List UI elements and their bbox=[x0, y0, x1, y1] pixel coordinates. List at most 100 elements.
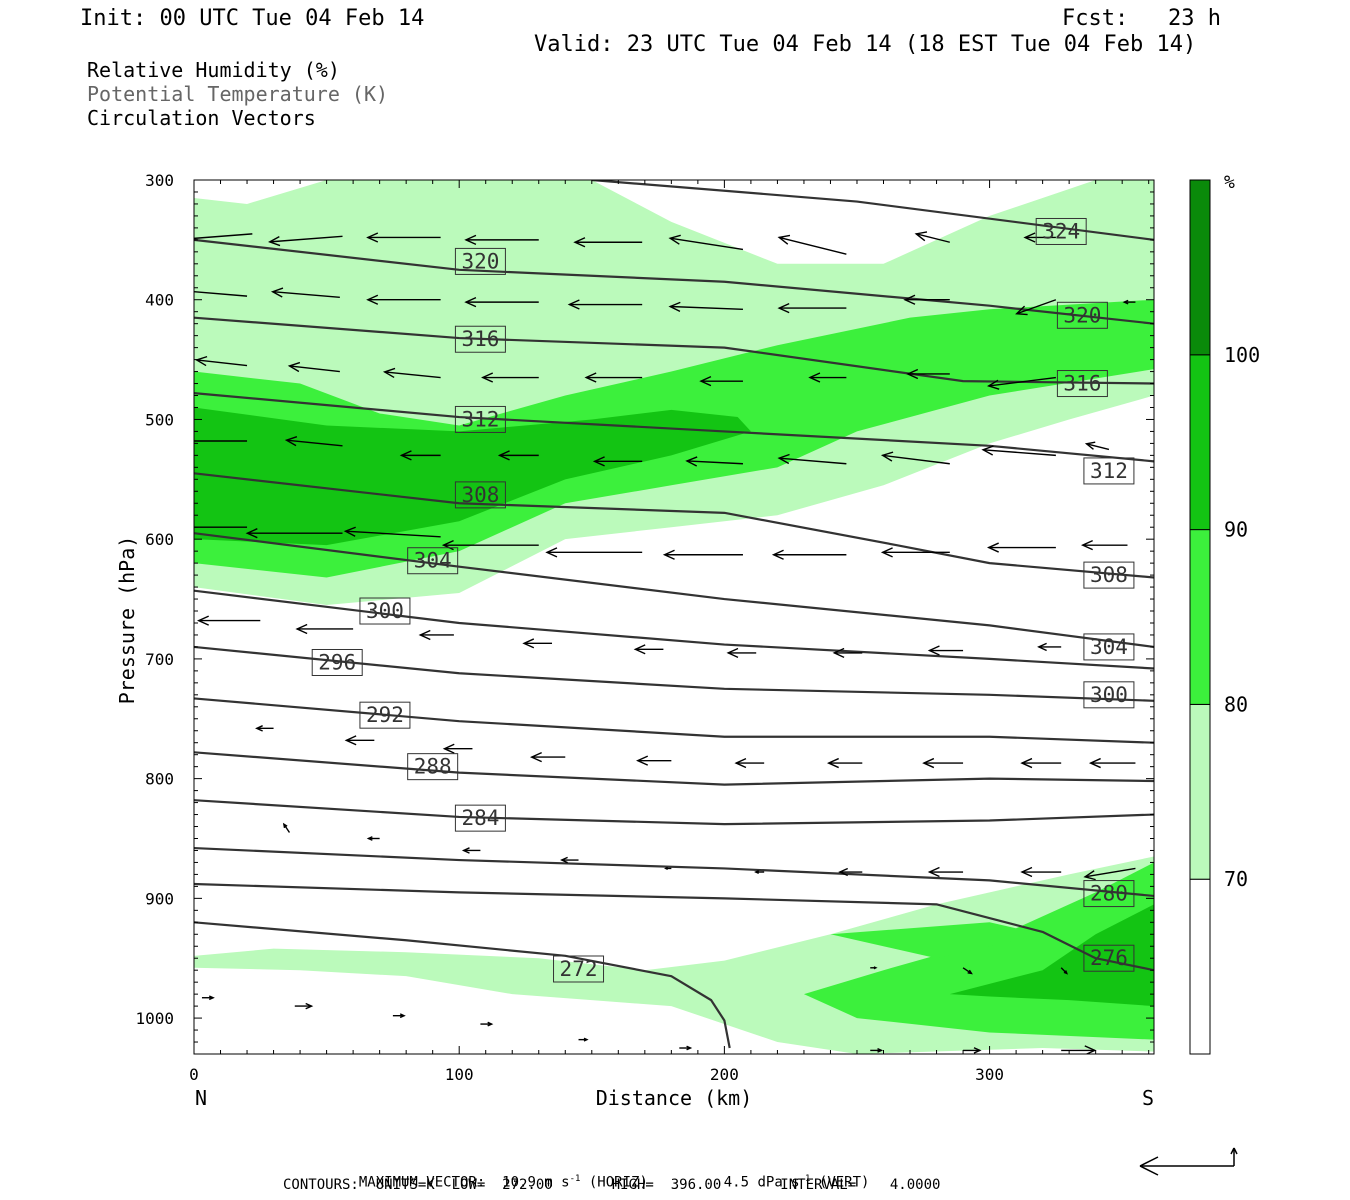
colorbar-label-100: 100 bbox=[1224, 343, 1260, 367]
vector-21 bbox=[382, 367, 441, 379]
rh-region-5 bbox=[830, 922, 1043, 959]
theta-contour-320 bbox=[194, 238, 1154, 325]
south-label: S bbox=[1142, 1086, 1154, 1110]
colorbar-unit: % bbox=[1224, 172, 1235, 193]
contour-label-320: 320 bbox=[1056, 301, 1108, 329]
theta-contours bbox=[194, 180, 1154, 1049]
theta-contour-304 bbox=[194, 532, 1154, 649]
colorbar-label-70: 70 bbox=[1224, 867, 1248, 891]
theta-contour-284 bbox=[194, 799, 1154, 826]
contour-label-288: 288 bbox=[407, 753, 459, 781]
vert-max-value: 4.5 dPa s bbox=[723, 1174, 800, 1191]
vector-52 bbox=[633, 644, 664, 655]
vector-13 bbox=[567, 299, 643, 310]
rh-shading bbox=[194, 180, 1154, 1054]
svg-text:316: 316 bbox=[1063, 372, 1101, 396]
vector-33 bbox=[685, 456, 743, 467]
contour-label-308: 308 bbox=[1083, 561, 1135, 589]
field-label-vectors: Circulation Vectors bbox=[87, 106, 316, 130]
vector-28 bbox=[194, 440, 248, 442]
svg-text:300: 300 bbox=[366, 599, 404, 623]
vector-10 bbox=[270, 287, 340, 299]
vector-18 bbox=[1122, 299, 1136, 305]
vector-70 bbox=[560, 856, 579, 864]
vector-32 bbox=[592, 456, 643, 467]
max-vector-label: MAXIMUM VECTOR: bbox=[358, 1174, 486, 1191]
y-tick-500: 500 bbox=[145, 410, 174, 429]
theta-contour-280 bbox=[194, 846, 1154, 898]
vector-24 bbox=[699, 376, 743, 387]
vector-59 bbox=[442, 743, 473, 754]
svg-text:284: 284 bbox=[461, 806, 499, 830]
y-tick-800: 800 bbox=[145, 770, 174, 789]
vector-78 bbox=[962, 967, 973, 975]
vector-56 bbox=[1037, 642, 1062, 652]
vector-71 bbox=[664, 866, 672, 870]
vector-54 bbox=[832, 647, 863, 658]
theta-contour-276 bbox=[194, 882, 1154, 972]
contour-label-276: 276 bbox=[1083, 944, 1135, 972]
contour-label-300: 300 bbox=[359, 597, 411, 625]
rh-region-2 bbox=[194, 407, 751, 546]
vector-36 bbox=[981, 445, 1056, 457]
colorbar-label-80: 80 bbox=[1224, 692, 1248, 716]
vector-8 bbox=[1023, 232, 1056, 243]
colorbar-segment-4 bbox=[1189, 179, 1211, 356]
vector-30 bbox=[399, 450, 441, 461]
rh-region-6 bbox=[949, 904, 1154, 1007]
vector-58 bbox=[344, 735, 375, 746]
theta-contour-288 bbox=[194, 751, 1154, 786]
contour-label-316: 316 bbox=[454, 325, 506, 353]
svg-text:288: 288 bbox=[414, 755, 452, 779]
horiz-max-value: 10.9 m s bbox=[502, 1174, 570, 1191]
vert-unit: (VERT) bbox=[818, 1174, 870, 1191]
x-tick-300: 300 bbox=[975, 1065, 1004, 1084]
colorbar: 70 80 90 100% bbox=[1189, 172, 1260, 1055]
vector-72 bbox=[754, 870, 765, 874]
svg-text:272: 272 bbox=[560, 957, 598, 981]
vert-exponent: -1 bbox=[799, 1174, 811, 1184]
theta-contour-272 bbox=[194, 921, 731, 1049]
vector-11 bbox=[366, 294, 441, 305]
vector-67 bbox=[282, 822, 291, 833]
theta-contour-292 bbox=[194, 697, 1154, 744]
svg-text:280: 280 bbox=[1090, 882, 1128, 906]
vector-40 bbox=[343, 526, 441, 538]
horiz-unit: (HORIZ) bbox=[588, 1174, 648, 1191]
vector-80 bbox=[201, 995, 215, 1001]
theta-contour-312 bbox=[194, 392, 1154, 463]
vector-14 bbox=[668, 301, 743, 313]
colorbar-segment-2 bbox=[1189, 529, 1211, 705]
vector-27 bbox=[986, 376, 1056, 390]
contour-label-280: 280 bbox=[1083, 880, 1135, 908]
vector-51 bbox=[522, 638, 553, 649]
svg-text:308: 308 bbox=[461, 483, 499, 507]
theta-contour-308 bbox=[194, 472, 1154, 579]
vector-48 bbox=[196, 615, 261, 626]
contour-label-320: 320 bbox=[454, 247, 506, 275]
valid-time: Valid: 23 UTC Tue 04 Feb 14 (18 EST Tue … bbox=[534, 32, 1197, 57]
vector-46 bbox=[986, 542, 1056, 553]
svg-text:312: 312 bbox=[461, 407, 499, 431]
x-tick-0: 0 bbox=[189, 1065, 199, 1084]
vector-12 bbox=[464, 296, 539, 308]
north-label: N bbox=[195, 1086, 207, 1110]
vector-77 bbox=[870, 966, 878, 970]
svg-text:296: 296 bbox=[318, 650, 356, 674]
vector-22 bbox=[481, 372, 539, 383]
vector-53 bbox=[726, 647, 757, 658]
y-tick-700: 700 bbox=[145, 650, 174, 669]
vector-73 bbox=[838, 867, 863, 877]
svg-text:320: 320 bbox=[1063, 303, 1101, 327]
vector-5 bbox=[668, 234, 744, 251]
vector-17 bbox=[1015, 299, 1057, 316]
vector-61 bbox=[636, 755, 672, 766]
svg-text:276: 276 bbox=[1090, 946, 1128, 970]
vector-7 bbox=[914, 231, 950, 243]
svg-text:312: 312 bbox=[1090, 459, 1128, 483]
vector-45 bbox=[880, 547, 950, 558]
vector-55 bbox=[927, 645, 964, 656]
vector-16 bbox=[903, 294, 950, 305]
vector-74 bbox=[927, 866, 964, 878]
